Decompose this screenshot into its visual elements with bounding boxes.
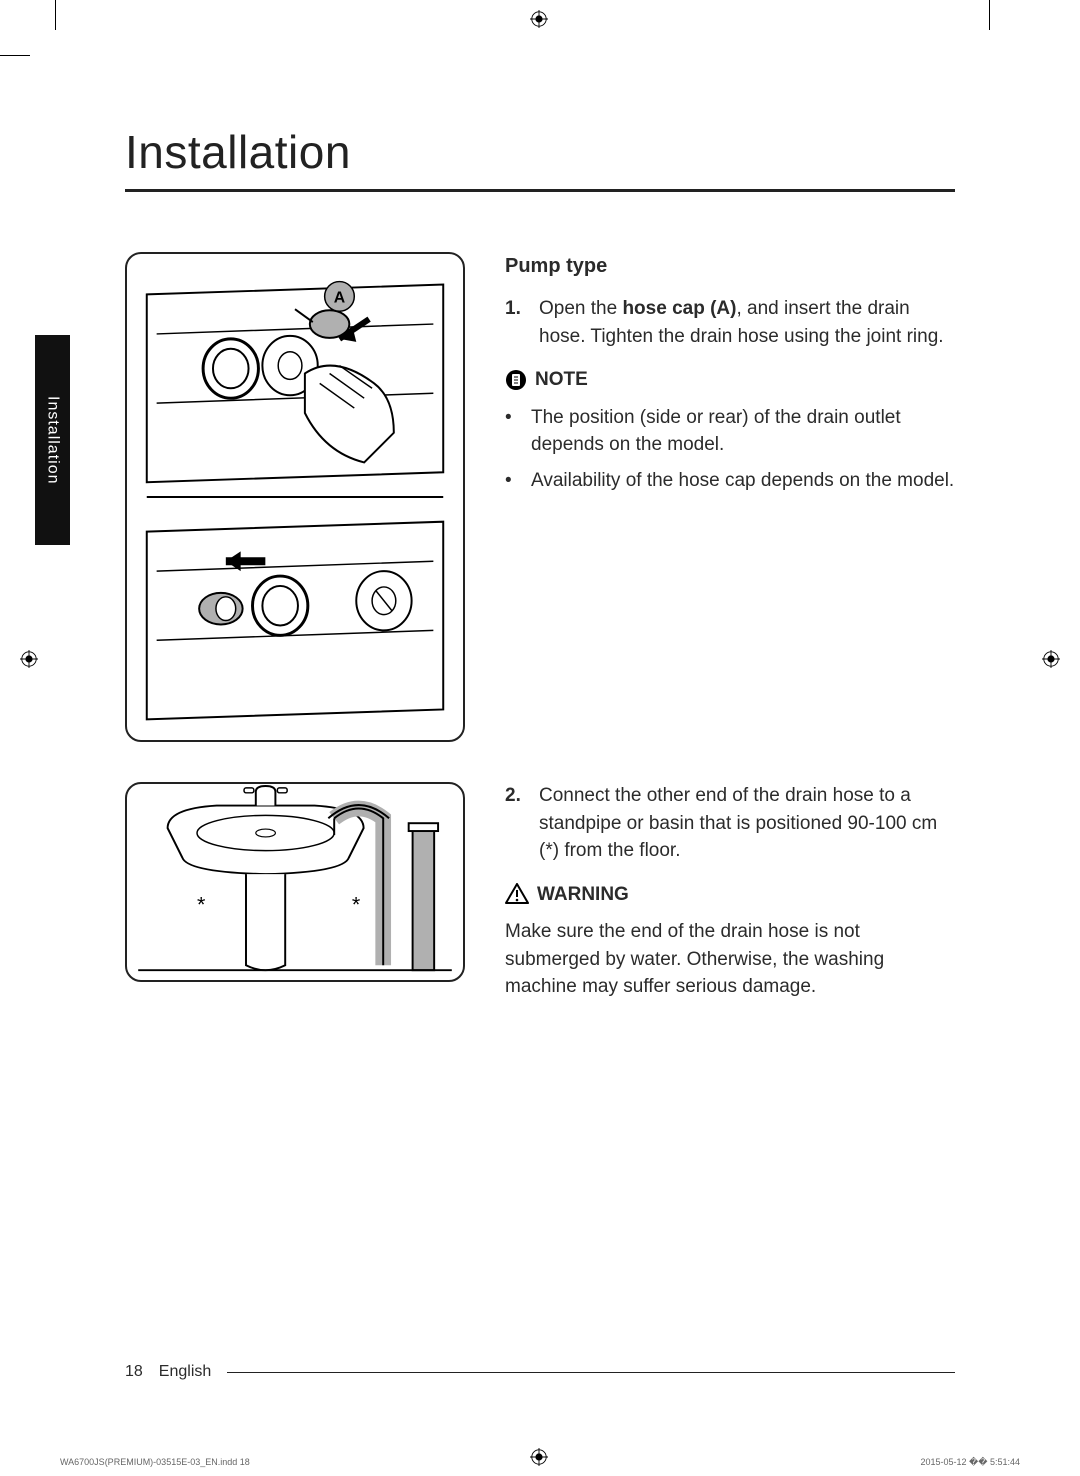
crop-mark — [55, 0, 56, 30]
imprint-line: WA6700JS(PREMIUM)-03515E-03_EN.indd 18 2… — [60, 1457, 1020, 1468]
crop-mark — [989, 0, 990, 30]
crop-mark — [0, 55, 30, 56]
warning-label: WARNING — [537, 881, 629, 909]
step-text: Open the hose cap (A), and insert the dr… — [539, 295, 955, 350]
svg-text:*: * — [197, 891, 206, 916]
step-text: Connect the other end of the drain hose … — [539, 782, 955, 865]
registration-mark-icon — [1042, 650, 1060, 668]
step-1: 1. Open the hose cap (A), and insert the… — [505, 295, 955, 350]
pump-type-heading: Pump type — [505, 252, 955, 281]
page-number: 18 — [125, 1363, 143, 1381]
page-language: English — [159, 1363, 211, 1381]
instruction-row-1: A — [125, 252, 955, 742]
warning-icon — [505, 883, 529, 905]
registration-mark-icon — [530, 10, 548, 28]
instruction-text-1: Pump type 1. Open the hose cap (A), and … — [505, 252, 955, 502]
figure-hose-cap: A — [125, 252, 465, 742]
warning-label-row: WARNING — [505, 881, 955, 909]
step-2: 2. Connect the other end of the drain ho… — [505, 782, 955, 865]
note-list: The position (side or rear) of the drain… — [505, 404, 955, 495]
section-tab: Installation — [35, 335, 70, 545]
registration-mark-icon — [20, 650, 38, 668]
imprint-date: 2015-05-12 �� 5:51:44 — [920, 1457, 1020, 1468]
page-footer: 18 English — [125, 1363, 955, 1381]
note-item: The position (side or rear) of the drain… — [505, 404, 955, 459]
page-content: Installation Installation — [55, 55, 1025, 1421]
footer-rule — [227, 1372, 955, 1373]
note-item: Availability of the hose cap depends on … — [505, 467, 955, 495]
figure-drain-basin: * * — [125, 782, 465, 982]
imprint-file: WA6700JS(PREMIUM)-03515E-03_EN.indd 18 — [60, 1457, 250, 1468]
figure-label-a: A — [334, 289, 345, 306]
step-number: 2. — [505, 782, 529, 865]
note-label-row: NOTE — [505, 366, 955, 394]
warning-text: Make sure the end of the drain hose is n… — [505, 918, 955, 1001]
step-number: 1. — [505, 295, 529, 350]
page-title: Installation — [125, 125, 955, 192]
note-icon — [505, 369, 527, 391]
note-label: NOTE — [535, 366, 588, 394]
instruction-row-2: * * 2. Connect the other end of the drai… — [125, 782, 955, 1001]
svg-text:*: * — [352, 891, 361, 916]
instruction-text-2: 2. Connect the other end of the drain ho… — [505, 782, 955, 1001]
section-tab-label: Installation — [44, 396, 62, 485]
